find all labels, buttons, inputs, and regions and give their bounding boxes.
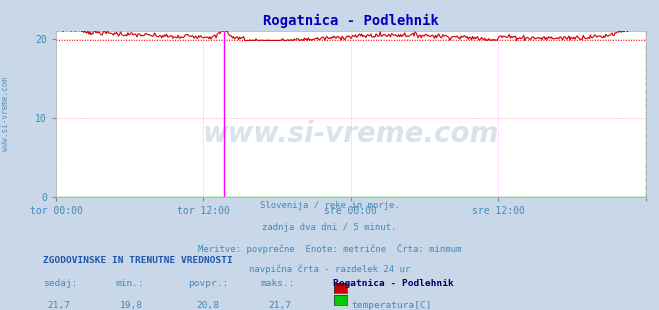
Text: zadnja dva dni / 5 minut.: zadnja dva dni / 5 minut.	[262, 223, 397, 232]
Text: www.si-vreme.com: www.si-vreme.com	[1, 77, 10, 151]
Text: www.si-vreme.com: www.si-vreme.com	[203, 120, 499, 148]
Text: 21,7: 21,7	[48, 301, 71, 310]
Text: 20,8: 20,8	[196, 301, 219, 310]
Title: Rogatnica - Podlehnik: Rogatnica - Podlehnik	[263, 14, 439, 29]
Text: Meritve: povprečne  Enote: metrične  Črta: minmum: Meritve: povprečne Enote: metrične Črta:…	[198, 244, 461, 254]
Text: ZGODOVINSKE IN TRENUTNE VREDNOSTI: ZGODOVINSKE IN TRENUTNE VREDNOSTI	[43, 256, 233, 265]
Text: navpična črta - razdelek 24 ur: navpična črta - razdelek 24 ur	[249, 265, 410, 274]
Text: temperatura[C]: temperatura[C]	[351, 301, 432, 310]
Text: 21,7: 21,7	[269, 301, 291, 310]
Text: sedaj:: sedaj:	[43, 279, 77, 288]
Text: povpr.:: povpr.:	[188, 279, 228, 288]
Text: maks.:: maks.:	[260, 279, 295, 288]
Text: Slovenija / reke in morje.: Slovenija / reke in morje.	[260, 202, 399, 210]
Text: min.:: min.:	[115, 279, 144, 288]
Text: Rogatnica - Podlehnik: Rogatnica - Podlehnik	[333, 279, 453, 288]
Text: 19,8: 19,8	[121, 301, 143, 310]
